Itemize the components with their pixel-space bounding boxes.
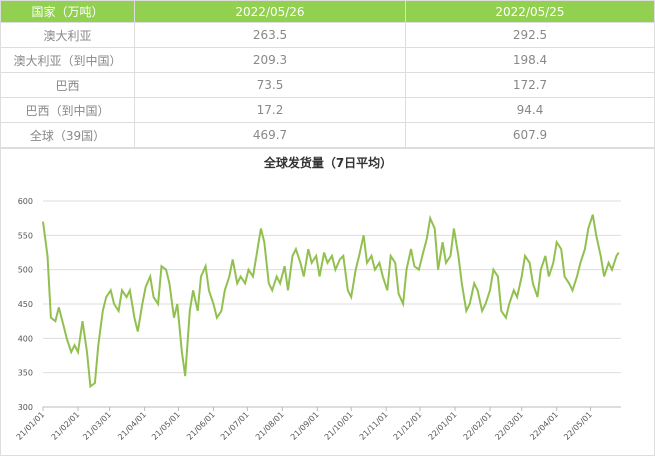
y-tick-label: 450 xyxy=(18,300,33,309)
table-cell: 263.5 xyxy=(134,22,406,48)
table-cell: 607.9 xyxy=(405,122,655,148)
x-tick-label: 21/01/01 xyxy=(15,410,47,442)
table-cell: 澳大利亚 xyxy=(0,22,135,48)
y-tick-label: 300 xyxy=(18,403,33,412)
x-tick-label: 21/10/01 xyxy=(323,410,355,442)
y-tick-label: 350 xyxy=(18,369,33,378)
line xyxy=(42,214,620,389)
table-cell: 469.7 xyxy=(134,122,406,148)
table-cell: 172.7 xyxy=(405,72,655,98)
chart: 全球发货量（7日平均） 300 350 400 450 500 550 600 21/01/0… xyxy=(0,148,655,456)
table-cell: 17.2 xyxy=(134,97,406,123)
table-cell: 73.5 xyxy=(134,72,406,98)
header-cell: 2022/05/25 xyxy=(405,0,655,23)
x-tick-label: 22/05/01 xyxy=(562,410,594,442)
table-cell: 澳大利亚（到中国） xyxy=(0,47,135,73)
table-cell: 巴西 xyxy=(0,72,135,98)
y-tick-label: 400 xyxy=(18,334,33,343)
x-tick-label: 22/04/01 xyxy=(528,410,560,442)
data-table: 国家（万吨） 2022/05/26 2022/05/25 澳大利亚 263.5 292.5… xyxy=(0,0,655,148)
x-tick-label: 21/07/01 xyxy=(219,410,251,442)
table-cell: 94.4 xyxy=(405,97,655,123)
table-row: 全球（39国） 469.7 607.9 xyxy=(0,122,655,148)
header-cell: 2022/05/26 xyxy=(134,0,406,23)
x-tick-label: 21/05/01 xyxy=(150,410,182,442)
y-tick-label: 600 xyxy=(18,197,33,206)
header-row: 国家（万吨） 2022/05/26 2022/05/25 xyxy=(0,0,655,23)
table-cell: 292.5 xyxy=(405,22,655,48)
table-row: 澳大利亚（到中国） 209.3 198.4 xyxy=(0,47,655,73)
y-tick-label: 550 xyxy=(18,231,33,240)
x-tick-label: 21/08/01 xyxy=(254,410,286,442)
x-tick-label: 22/03/01 xyxy=(493,410,525,442)
x-tick-label: 21/09/01 xyxy=(289,410,321,442)
table-row: 巴西 73.5 172.7 xyxy=(0,72,655,98)
table-cell: 198.4 xyxy=(405,47,655,73)
x-tick-label: 21/02/01 xyxy=(50,410,82,442)
header-cell: 国家（万吨） xyxy=(0,0,135,23)
x-tick-label: 21/11/01 xyxy=(358,410,390,442)
chart-title: 全球发货量（7日平均） xyxy=(263,155,392,170)
y-tick-label: 500 xyxy=(18,266,33,275)
table-row: 巴西（到中国） 17.2 94.4 xyxy=(0,97,655,123)
x-tick-label: 22/02/01 xyxy=(462,410,494,442)
x-tick-label: 21/12/01 xyxy=(392,410,424,442)
table-row: 澳大利亚 263.5 292.5 xyxy=(0,22,655,48)
x-tick-label: 21/04/01 xyxy=(116,410,148,442)
table-cell: 全球（39国） xyxy=(0,122,135,148)
x-tick-label: 21/03/01 xyxy=(81,410,113,442)
x-tick-label: 22/01/01 xyxy=(427,410,459,442)
table-cell: 巴西（到中国） xyxy=(0,97,135,123)
table-cell: 209.3 xyxy=(134,47,406,73)
x-tick-label: 21/06/01 xyxy=(185,410,217,442)
